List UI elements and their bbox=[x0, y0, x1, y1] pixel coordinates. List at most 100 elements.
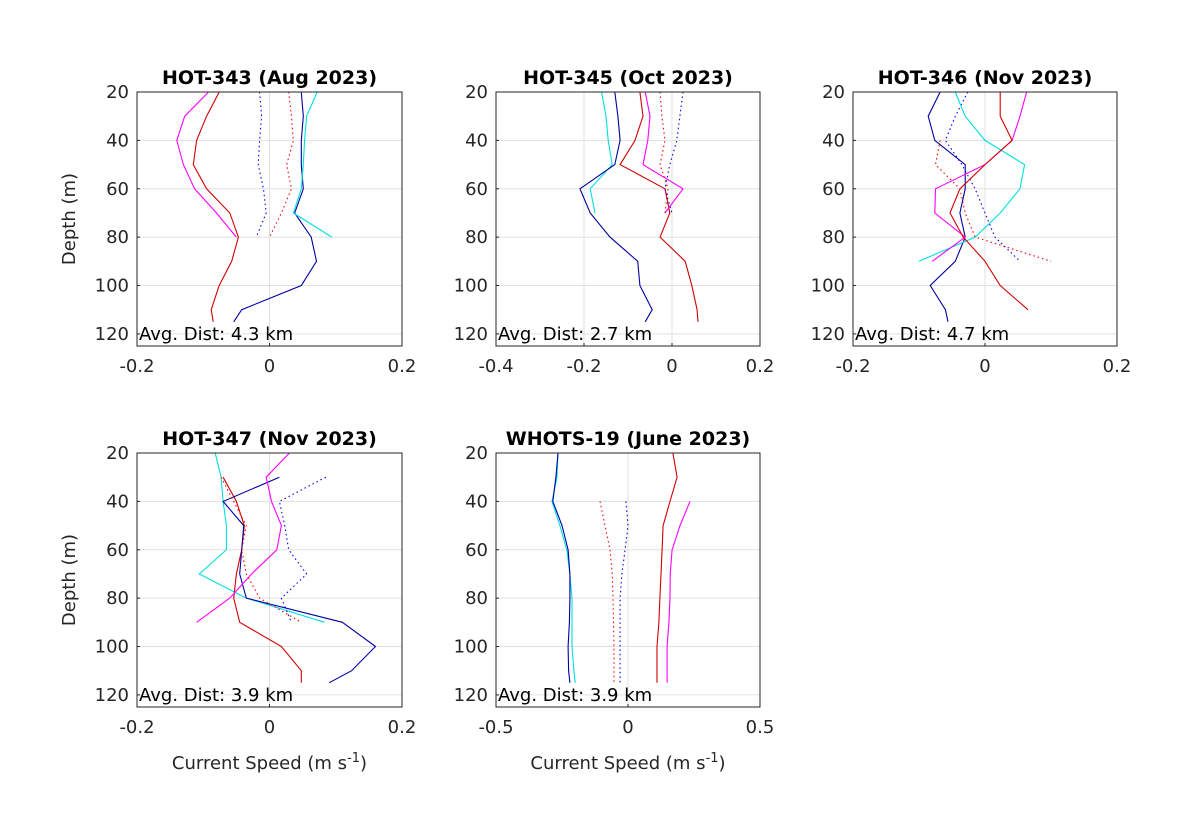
x-axis-label-part: -1 bbox=[706, 751, 719, 766]
x-tick-label: 0.2 bbox=[1103, 356, 1132, 377]
x-axis-label-part: ) bbox=[719, 753, 726, 774]
profile-line bbox=[656, 452, 678, 683]
profile-line bbox=[255, 91, 267, 238]
y-tick-label: 60 bbox=[822, 179, 845, 200]
y-tick-label: 100 bbox=[811, 276, 845, 297]
y-tick-label: 40 bbox=[465, 491, 488, 512]
profile-line bbox=[579, 91, 653, 323]
y-tick-label: 120 bbox=[95, 685, 129, 706]
y-tick-label: 120 bbox=[811, 324, 845, 345]
x-tick-label: -0.2 bbox=[835, 356, 870, 377]
y-tick-label: 80 bbox=[822, 227, 845, 248]
profile-line bbox=[931, 91, 1028, 262]
profile-line bbox=[927, 91, 966, 322]
x-tick-label: 0.2 bbox=[388, 717, 417, 738]
annotation: Avg. Dist: 2.7 km bbox=[498, 324, 652, 345]
y-tick-label: 100 bbox=[95, 637, 129, 658]
x-axis-label-part: Current Speed (m s bbox=[172, 753, 347, 774]
axes-frame bbox=[136, 91, 403, 347]
y-tick-label: 20 bbox=[106, 443, 129, 464]
profile-line bbox=[292, 91, 333, 238]
x-tick-label: 0 bbox=[666, 356, 677, 377]
y-tick-label: 60 bbox=[106, 179, 129, 200]
x-tick-label: -0.5 bbox=[478, 717, 513, 738]
x-tick-label: -0.2 bbox=[119, 717, 154, 738]
profile-line bbox=[619, 501, 629, 683]
profile-line bbox=[192, 91, 239, 322]
y-tick-label: 20 bbox=[106, 82, 129, 103]
y-tick-label: 100 bbox=[95, 276, 129, 297]
annotation: Avg. Dist: 3.9 km bbox=[498, 685, 652, 706]
profile-line bbox=[642, 91, 684, 214]
y-tick-label: 80 bbox=[106, 588, 129, 609]
profile-line bbox=[552, 452, 571, 683]
profile-line bbox=[198, 452, 325, 623]
profile-line bbox=[222, 476, 377, 684]
x-tick-label: -0.2 bbox=[119, 356, 154, 377]
panel: -0.2 0 0.2 20 40 60 80 100 120 HOT-346 (Nov 2023)… bbox=[811, 67, 1132, 377]
y-tick-label: 20 bbox=[465, 82, 488, 103]
x-tick-label: 0 bbox=[264, 717, 275, 738]
y-tick-label: 20 bbox=[465, 443, 488, 464]
profile-line bbox=[196, 452, 290, 623]
profile-line bbox=[589, 91, 613, 214]
axes-frame bbox=[136, 452, 403, 708]
annotation: Avg. Dist: 4.7 km bbox=[855, 324, 1009, 345]
panel: -0.5 0 0.5 20 40 60 80 100 120 WHOTS-19 (June 202… bbox=[454, 428, 775, 774]
y-tick-label: 120 bbox=[454, 324, 488, 345]
profile-line bbox=[278, 476, 327, 623]
profile-line bbox=[599, 501, 615, 683]
y-tick-label: 60 bbox=[106, 540, 129, 561]
x-axis-label: Current Speed (m s-1) bbox=[530, 751, 725, 775]
x-axis-label-part: Current Speed (m s bbox=[530, 753, 705, 774]
profile-line bbox=[176, 91, 237, 238]
axes-frame bbox=[495, 91, 761, 347]
panel-title: HOT-347 (Nov 2023) bbox=[162, 428, 377, 450]
y-tick-label: 100 bbox=[454, 276, 488, 297]
x-tick-label: -0.4 bbox=[478, 356, 513, 377]
y-tick-label: 80 bbox=[465, 588, 488, 609]
axes-frame bbox=[852, 91, 1118, 347]
y-tick-label: 80 bbox=[465, 227, 488, 248]
y-axis-label: Depth (m) bbox=[59, 534, 80, 626]
profile-line bbox=[944, 91, 1021, 262]
y-tick-label: 80 bbox=[106, 227, 129, 248]
panel-title: HOT-343 (Aug 2023) bbox=[162, 67, 377, 89]
y-tick-label: 120 bbox=[454, 685, 488, 706]
panel-title: HOT-346 (Nov 2023) bbox=[878, 67, 1093, 89]
x-tick-label: 0.2 bbox=[746, 356, 775, 377]
axes-frame bbox=[495, 452, 761, 708]
plot-area bbox=[496, 92, 760, 346]
x-tick-label: 0.2 bbox=[388, 356, 417, 377]
y-tick-label: 120 bbox=[95, 324, 129, 345]
annotation: Avg. Dist: 3.9 km bbox=[139, 685, 293, 706]
panel-title: WHOTS-19 (June 2023) bbox=[506, 428, 750, 450]
profile-line bbox=[619, 91, 699, 322]
y-tick-label: 40 bbox=[465, 130, 488, 151]
profile-line bbox=[918, 91, 1026, 262]
x-tick-label: 0 bbox=[622, 717, 633, 738]
panel-title: HOT-345 (Oct 2023) bbox=[523, 67, 733, 89]
y-tick-label: 20 bbox=[822, 82, 845, 103]
x-tick-label: 0 bbox=[979, 356, 990, 377]
panel: -0.4 -0.2 0 0.2 20 40 60 80 100 120 HOT-345 (Oct 2… bbox=[454, 67, 775, 377]
x-tick-label: -0.2 bbox=[566, 356, 601, 377]
y-axis-label: Depth (m) bbox=[59, 173, 80, 265]
y-tick-label: 60 bbox=[465, 540, 488, 561]
y-tick-label: 40 bbox=[106, 491, 129, 512]
profile-line bbox=[233, 91, 318, 323]
y-tick-label: 40 bbox=[106, 130, 129, 151]
y-tick-label: 100 bbox=[454, 637, 488, 658]
panel: -0.2 0 0.2 20 40 60 80 100 120 HOT-347 (Nov 2023)… bbox=[59, 428, 416, 774]
y-tick-label: 40 bbox=[822, 130, 845, 151]
x-axis-label-part: -1 bbox=[347, 751, 360, 766]
x-axis-label: Current Speed (m s-1) bbox=[172, 751, 367, 775]
profile-line bbox=[666, 501, 691, 683]
profile-line bbox=[949, 92, 1029, 311]
x-tick-label: 0.5 bbox=[746, 717, 775, 738]
x-axis-label-part: ) bbox=[360, 753, 367, 774]
y-tick-label: 60 bbox=[465, 179, 488, 200]
profile-line bbox=[220, 476, 302, 623]
